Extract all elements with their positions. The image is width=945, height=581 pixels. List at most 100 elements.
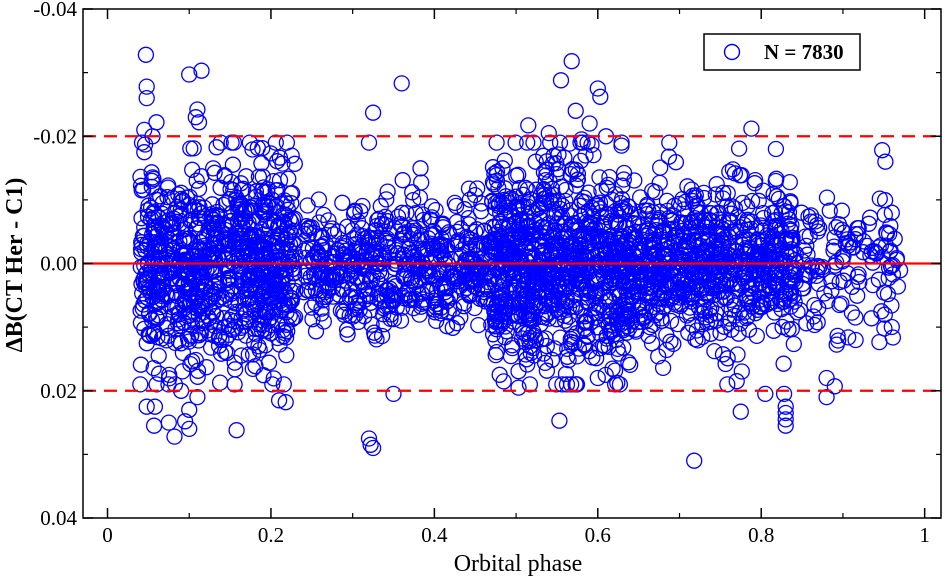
- data-point: [536, 309, 553, 326]
- data-point: [658, 341, 675, 359]
- data-point: [407, 222, 424, 239]
- data-point: [684, 251, 701, 268]
- data-point: [633, 270, 651, 287]
- data-point: [558, 376, 576, 393]
- data-point: [280, 227, 297, 245]
- data-point: [719, 350, 736, 367]
- data-point: [256, 309, 273, 326]
- data-point: [728, 242, 745, 260]
- data-point: [362, 301, 379, 319]
- data-point: [546, 204, 563, 221]
- data-point: [514, 291, 531, 308]
- data-point: [171, 269, 188, 287]
- data-point: [359, 285, 376, 303]
- data-point: [442, 288, 459, 305]
- data-point: [720, 212, 737, 229]
- data-point: [571, 236, 588, 253]
- x-tick-label: 0.2: [258, 523, 284, 547]
- data-point: [638, 227, 655, 244]
- data-point: [472, 203, 490, 220]
- data-point: [413, 174, 430, 191]
- data-point: [741, 266, 758, 283]
- data-point: [226, 376, 243, 393]
- data-point: [233, 196, 250, 213]
- data-point: [563, 376, 580, 393]
- data-point: [347, 306, 364, 324]
- data-point: [505, 282, 522, 299]
- data-point: [394, 172, 411, 189]
- data-point: [190, 209, 208, 227]
- outlier-point: [189, 101, 206, 118]
- data-point: [208, 139, 225, 156]
- data-point: [705, 286, 723, 304]
- data-point: [576, 337, 593, 354]
- data-point: [349, 269, 366, 286]
- data-point: [440, 304, 457, 321]
- data-point: [741, 280, 758, 297]
- data-point: [504, 294, 521, 311]
- data-point: [706, 342, 723, 360]
- data-point: [572, 237, 590, 255]
- data-point: [708, 176, 725, 193]
- data-point: [278, 195, 295, 212]
- data-point: [404, 226, 421, 243]
- outlier-point: [360, 430, 378, 447]
- data-point: [543, 351, 561, 368]
- data-point: [484, 159, 502, 176]
- data-point: [549, 216, 566, 233]
- data-point: [833, 202, 851, 219]
- data-point: [462, 231, 480, 248]
- data-point: [876, 306, 893, 323]
- data-point: [223, 204, 240, 222]
- data-point: [650, 348, 667, 365]
- data-point: [825, 238, 843, 255]
- data-point: [493, 256, 511, 273]
- data-point: [578, 213, 595, 231]
- data-point: [188, 172, 205, 189]
- data-point: [747, 305, 764, 322]
- data-point: [675, 232, 692, 249]
- data-point: [189, 368, 206, 385]
- reference-lines: [83, 135, 941, 392]
- data-point: [465, 252, 482, 269]
- data-point: [329, 241, 347, 259]
- x-tick-label: 0.8: [748, 523, 774, 547]
- data-point: [510, 363, 527, 380]
- data-point: [672, 250, 689, 267]
- data-point: [339, 326, 356, 343]
- data-point: [366, 327, 383, 344]
- data-point: [802, 207, 820, 224]
- axis-ticks: [83, 8, 941, 519]
- data-point: [140, 325, 157, 343]
- data-point: [533, 244, 551, 262]
- data-point: [231, 250, 248, 267]
- data-point: [732, 315, 749, 332]
- data-point: [405, 191, 422, 209]
- data-point: [791, 301, 809, 319]
- data-point: [232, 230, 249, 248]
- outlier-point: [144, 128, 161, 145]
- y-axis-title: ΔB(CT Her - C1): [2, 178, 28, 353]
- data-point: [725, 275, 743, 293]
- outlier-point: [874, 142, 891, 159]
- data-point: [396, 224, 413, 241]
- data-point: [591, 233, 608, 250]
- data-point: [661, 134, 678, 151]
- data-point: [161, 366, 178, 384]
- data-point: [679, 178, 696, 195]
- data-point: [521, 376, 539, 393]
- data-point: [522, 344, 539, 362]
- data-point: [285, 309, 302, 327]
- data-point: [531, 210, 549, 227]
- data-point: [427, 270, 445, 287]
- data-point: [183, 317, 201, 334]
- data-point: [747, 171, 764, 189]
- data-point: [237, 239, 254, 257]
- data-point: [829, 327, 846, 345]
- data-point: [525, 347, 543, 364]
- data-point: [310, 270, 328, 287]
- data-point: [536, 354, 554, 372]
- data-point: [232, 175, 250, 192]
- outlier-point: [136, 144, 153, 161]
- data-point: [189, 238, 206, 256]
